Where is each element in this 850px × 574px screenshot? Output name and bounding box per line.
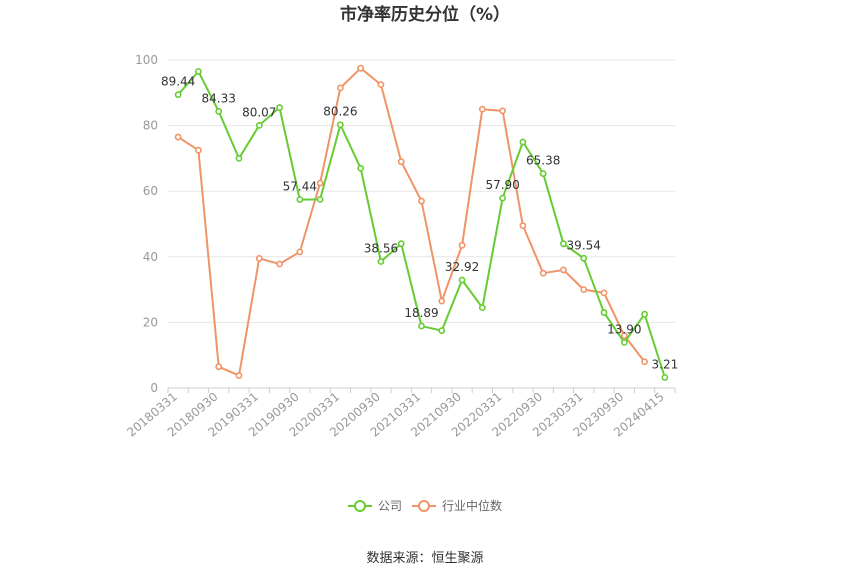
company-point[interactable] xyxy=(215,107,223,115)
industry-point[interactable] xyxy=(215,363,223,371)
industry-point[interactable] xyxy=(195,146,202,154)
y-tick-label: 80 xyxy=(143,119,158,133)
source-note: 数据来源：恒生聚源 xyxy=(366,551,483,566)
industry-point[interactable] xyxy=(255,255,263,262)
grid-layer xyxy=(168,59,675,323)
company-point[interactable] xyxy=(276,104,283,111)
company-point[interactable] xyxy=(397,240,405,248)
company-point[interactable] xyxy=(478,304,486,312)
data-label: 39.54 xyxy=(567,238,601,252)
legend-label-industry: 行业中位数 xyxy=(442,498,502,513)
y-tick-label: 40 xyxy=(143,250,158,264)
company-point[interactable] xyxy=(336,121,344,129)
data-label: 38.56 xyxy=(364,242,398,256)
industry-point[interactable] xyxy=(336,84,344,92)
company-point[interactable] xyxy=(377,258,385,265)
industry-point[interactable] xyxy=(600,289,608,297)
series-line-industry xyxy=(177,67,646,377)
industry-point[interactable] xyxy=(276,260,283,268)
company-point[interactable] xyxy=(600,309,608,316)
industry-point[interactable] xyxy=(560,266,567,274)
industry-point[interactable] xyxy=(438,297,446,305)
industry-point[interactable] xyxy=(458,241,466,249)
industry-point[interactable] xyxy=(316,179,324,187)
company-point[interactable] xyxy=(458,276,466,284)
company-point[interactable] xyxy=(499,194,507,202)
data-label: 65.38 xyxy=(526,154,560,168)
industry-point[interactable] xyxy=(478,105,486,113)
data-label: 18.89 xyxy=(404,306,438,320)
industry-point[interactable] xyxy=(620,332,628,339)
company-point[interactable] xyxy=(539,170,547,177)
data-label: 84.33 xyxy=(202,91,236,105)
company-point[interactable] xyxy=(357,164,365,172)
legend-item-industry[interactable]: 行业中位数 xyxy=(412,498,502,513)
industry-point[interactable] xyxy=(174,133,182,141)
industry-point[interactable] xyxy=(397,158,405,166)
data-label: 3.21 xyxy=(652,357,679,371)
data-label: 80.26 xyxy=(323,105,357,119)
data-label: 57.44 xyxy=(283,180,317,194)
data-label: 80.07 xyxy=(242,105,276,119)
y-tick-label: 100 xyxy=(135,53,158,67)
company-point[interactable] xyxy=(195,68,202,75)
chart-title: 市净率历史分位（%） xyxy=(340,4,510,25)
company-point[interactable] xyxy=(174,91,182,99)
y-tick-label: 20 xyxy=(143,315,158,329)
industry-point[interactable] xyxy=(519,222,527,230)
company-point[interactable] xyxy=(620,339,628,346)
industry-point[interactable] xyxy=(235,372,243,379)
company-point[interactable] xyxy=(641,310,648,318)
legend: 公司 行业中位数 xyxy=(348,498,502,513)
industry-point[interactable] xyxy=(418,197,425,205)
legend-label-company: 公司 xyxy=(378,499,402,513)
industry-point[interactable] xyxy=(357,64,365,72)
company-point[interactable] xyxy=(235,154,243,162)
company-point[interactable] xyxy=(519,138,527,146)
industry-point[interactable] xyxy=(377,81,385,88)
legend-item-company[interactable]: 公司 xyxy=(348,499,402,513)
y-tick-label: 0 xyxy=(150,381,158,395)
industry-point[interactable] xyxy=(499,107,507,115)
series-layer xyxy=(174,64,669,381)
company-point[interactable] xyxy=(580,254,588,262)
company-point[interactable] xyxy=(438,327,446,334)
data-label: 57.90 xyxy=(485,178,519,192)
company-point[interactable] xyxy=(316,195,324,203)
industry-point[interactable] xyxy=(580,286,588,293)
data-label: 32.92 xyxy=(445,260,479,274)
company-point[interactable] xyxy=(296,196,304,203)
company-point[interactable] xyxy=(255,121,263,129)
industry-point[interactable] xyxy=(539,269,547,277)
industry-point[interactable] xyxy=(296,248,304,256)
company-point[interactable] xyxy=(661,374,669,381)
data-label: 89.44 xyxy=(161,75,195,89)
data-label: 13.90 xyxy=(607,322,641,336)
y-tick-label: 60 xyxy=(143,184,158,198)
company-point[interactable] xyxy=(418,322,425,330)
industry-point[interactable] xyxy=(641,358,648,366)
company-point[interactable] xyxy=(560,240,567,248)
label-layer: 89.44 84.33 80.07 57.44 80.26 38.56 18.89 32.92… xyxy=(161,75,678,372)
